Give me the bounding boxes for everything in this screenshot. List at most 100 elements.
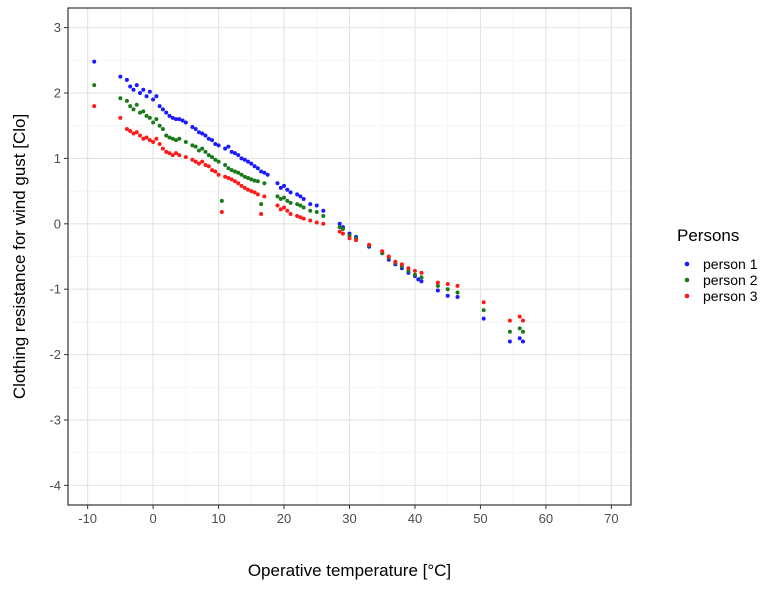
data-point bbox=[213, 157, 218, 162]
data-point bbox=[157, 123, 162, 128]
data-point bbox=[246, 176, 251, 181]
data-point bbox=[435, 280, 440, 285]
data-point bbox=[337, 225, 342, 230]
data-point bbox=[262, 181, 267, 186]
data-point bbox=[337, 221, 342, 226]
data-point bbox=[203, 149, 208, 154]
y-tick-label: -1 bbox=[49, 282, 61, 297]
data-point bbox=[141, 109, 146, 114]
series-3 bbox=[92, 104, 525, 323]
data-point bbox=[262, 194, 267, 199]
y-tick-label: 0 bbox=[54, 216, 61, 231]
data-point bbox=[170, 153, 175, 158]
data-point bbox=[517, 314, 522, 319]
data-point bbox=[147, 138, 152, 143]
data-point bbox=[216, 143, 221, 148]
data-point bbox=[92, 59, 97, 64]
data-point bbox=[249, 189, 254, 194]
data-point bbox=[128, 128, 133, 133]
data-point bbox=[347, 236, 352, 241]
data-point bbox=[124, 77, 129, 82]
data-point bbox=[141, 87, 146, 92]
y-tick-label: 3 bbox=[54, 20, 61, 35]
data-point bbox=[406, 266, 411, 271]
legend-label: person 3 bbox=[703, 288, 758, 304]
data-point bbox=[167, 151, 172, 156]
data-point bbox=[242, 185, 247, 190]
data-point bbox=[314, 203, 319, 208]
x-tick-label: 50 bbox=[473, 511, 487, 526]
data-point bbox=[190, 143, 195, 148]
data-point bbox=[164, 149, 169, 154]
data-point bbox=[435, 283, 440, 288]
x-tick-label: 0 bbox=[149, 511, 156, 526]
data-point bbox=[203, 133, 208, 138]
data-point bbox=[239, 172, 244, 177]
data-point bbox=[298, 215, 303, 220]
data-point bbox=[278, 207, 283, 212]
data-point bbox=[177, 153, 182, 158]
data-point bbox=[259, 169, 264, 174]
data-point bbox=[507, 339, 512, 344]
data-point bbox=[337, 229, 342, 234]
data-point bbox=[232, 151, 237, 156]
y-tick-label: -4 bbox=[49, 478, 61, 493]
data-point bbox=[177, 136, 182, 141]
data-point bbox=[314, 210, 319, 215]
data-point bbox=[144, 135, 149, 140]
data-point bbox=[131, 131, 136, 136]
data-point bbox=[190, 157, 195, 162]
data-point bbox=[210, 155, 215, 160]
data-point bbox=[206, 153, 211, 158]
data-point bbox=[151, 120, 156, 125]
data-point bbox=[206, 164, 211, 169]
y-axis-title: Clothing resistance for wind gust [Clo] bbox=[10, 114, 29, 399]
data-point bbox=[308, 208, 313, 213]
x-tick-label: 60 bbox=[539, 511, 553, 526]
data-point bbox=[223, 146, 228, 151]
data-point bbox=[236, 170, 241, 175]
data-point bbox=[255, 179, 260, 184]
data-point bbox=[213, 142, 218, 147]
data-point bbox=[164, 133, 169, 138]
data-point bbox=[288, 190, 293, 195]
data-point bbox=[259, 202, 264, 207]
data-point bbox=[164, 110, 169, 115]
data-point bbox=[249, 161, 254, 166]
data-point bbox=[455, 283, 460, 288]
data-point bbox=[520, 318, 525, 323]
data-point bbox=[242, 157, 247, 162]
data-point bbox=[380, 249, 385, 254]
data-point bbox=[419, 270, 424, 275]
data-point bbox=[157, 104, 162, 109]
data-point bbox=[226, 144, 231, 149]
series-2 bbox=[92, 83, 525, 334]
data-point bbox=[134, 83, 139, 88]
y-tick-label: 2 bbox=[54, 86, 61, 101]
data-point bbox=[236, 153, 241, 158]
data-point bbox=[154, 94, 159, 99]
data-point bbox=[285, 208, 290, 213]
data-point bbox=[455, 295, 460, 300]
data-point bbox=[196, 161, 201, 166]
data-point bbox=[232, 179, 237, 184]
data-point bbox=[131, 87, 136, 92]
data-point bbox=[288, 200, 293, 205]
data-point bbox=[275, 181, 280, 186]
data-point bbox=[160, 107, 165, 112]
data-point bbox=[229, 168, 234, 173]
data-point bbox=[275, 203, 280, 208]
data-point bbox=[229, 149, 234, 154]
y-tick-label: -3 bbox=[49, 412, 61, 427]
data-point bbox=[252, 164, 257, 169]
y-axis: -4 -3 -2 -1 0 1 2 3 bbox=[49, 20, 68, 493]
legend-marker bbox=[684, 293, 690, 299]
data-point bbox=[419, 279, 424, 284]
data-point bbox=[419, 275, 424, 280]
data-point bbox=[118, 115, 123, 120]
data-point bbox=[118, 74, 123, 79]
